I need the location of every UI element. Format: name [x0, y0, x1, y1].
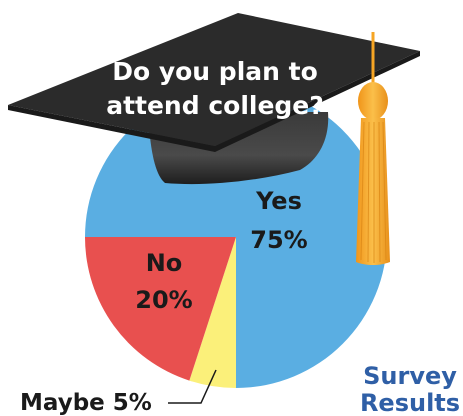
slice-percent-yes: 75% — [250, 226, 307, 254]
caption-line-2: Results — [360, 389, 460, 416]
slice-label-yes: Yes — [255, 187, 302, 215]
slice-label-maybe: Maybe 5% — [20, 390, 152, 416]
caption-line-1: Survey — [363, 362, 457, 390]
tassel-knot — [358, 82, 388, 120]
slice-percent-no: 20% — [135, 286, 192, 314]
chart-title-line-1: Do you plan to — [112, 57, 318, 86]
slice-label-no: No — [146, 249, 183, 277]
chart-title-line-2: attend college? — [106, 91, 324, 120]
